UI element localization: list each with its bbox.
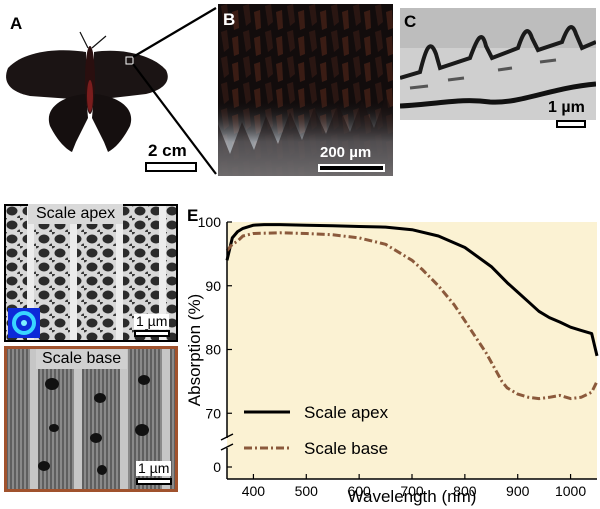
panel-d-apex-scale-bar xyxy=(134,330,170,337)
panel-d-base-scale-label: 1 µm xyxy=(136,460,172,476)
panel-d-apex-scale-label: 1 µm xyxy=(134,313,170,329)
panel-c-scale-bar xyxy=(556,120,586,128)
x-axis-label: Wavelength (nm) xyxy=(348,487,477,506)
series-line-apex xyxy=(225,223,599,357)
y-axis-label: Absorption (%) xyxy=(185,294,204,406)
x-tick-label-500: 500 xyxy=(295,483,319,499)
panel-a-scale-bar xyxy=(145,162,197,172)
y-tick-label-0: 0 xyxy=(213,459,221,475)
y-tick-label-90: 90 xyxy=(205,278,221,294)
panel-c-micrograph xyxy=(400,8,596,120)
y-tick-label-100: 100 xyxy=(198,214,222,230)
x-tick-label-400: 400 xyxy=(242,483,266,499)
y-tick-label-70: 70 xyxy=(205,405,221,421)
panel-c-letter: C xyxy=(404,12,417,31)
legend-apex-label: Scale apex xyxy=(304,403,389,422)
panel-a-scale-label: 2 cm xyxy=(148,141,187,160)
panel-d-base-title: Scale base xyxy=(36,349,128,369)
series-line-base xyxy=(225,231,599,401)
legend-base-label: Scale base xyxy=(304,439,388,458)
x-tick-label-800: 800 xyxy=(453,483,477,499)
x-tick-label-1000: 1000 xyxy=(555,483,586,499)
x-tick-label-900: 900 xyxy=(506,483,530,499)
series-layer xyxy=(225,223,599,401)
panel-b-micrograph xyxy=(218,4,393,176)
panel-a-letter: A xyxy=(10,14,23,33)
x-tick-label-700: 700 xyxy=(400,483,424,499)
y-tick-label-80: 80 xyxy=(205,342,221,358)
panel-e-letter: E xyxy=(187,206,199,225)
axis-break-mark xyxy=(220,433,234,451)
plot-background xyxy=(227,222,597,479)
panel-b-scale-label: 200 µm xyxy=(320,144,372,161)
x-tick-label-600: 600 xyxy=(347,483,371,499)
panel-c-scale-label: 1 µm xyxy=(548,99,585,116)
panel-b-letter: B xyxy=(223,10,236,29)
zoom-lines xyxy=(132,7,217,175)
butterfly-photo xyxy=(6,31,168,152)
panel-b-scale-bar xyxy=(318,164,385,172)
panel-d-base-scale-bar xyxy=(136,478,172,485)
panel-d-apex-title: Scale apex xyxy=(28,204,124,224)
legend: Scale apex Scale base xyxy=(244,403,389,458)
